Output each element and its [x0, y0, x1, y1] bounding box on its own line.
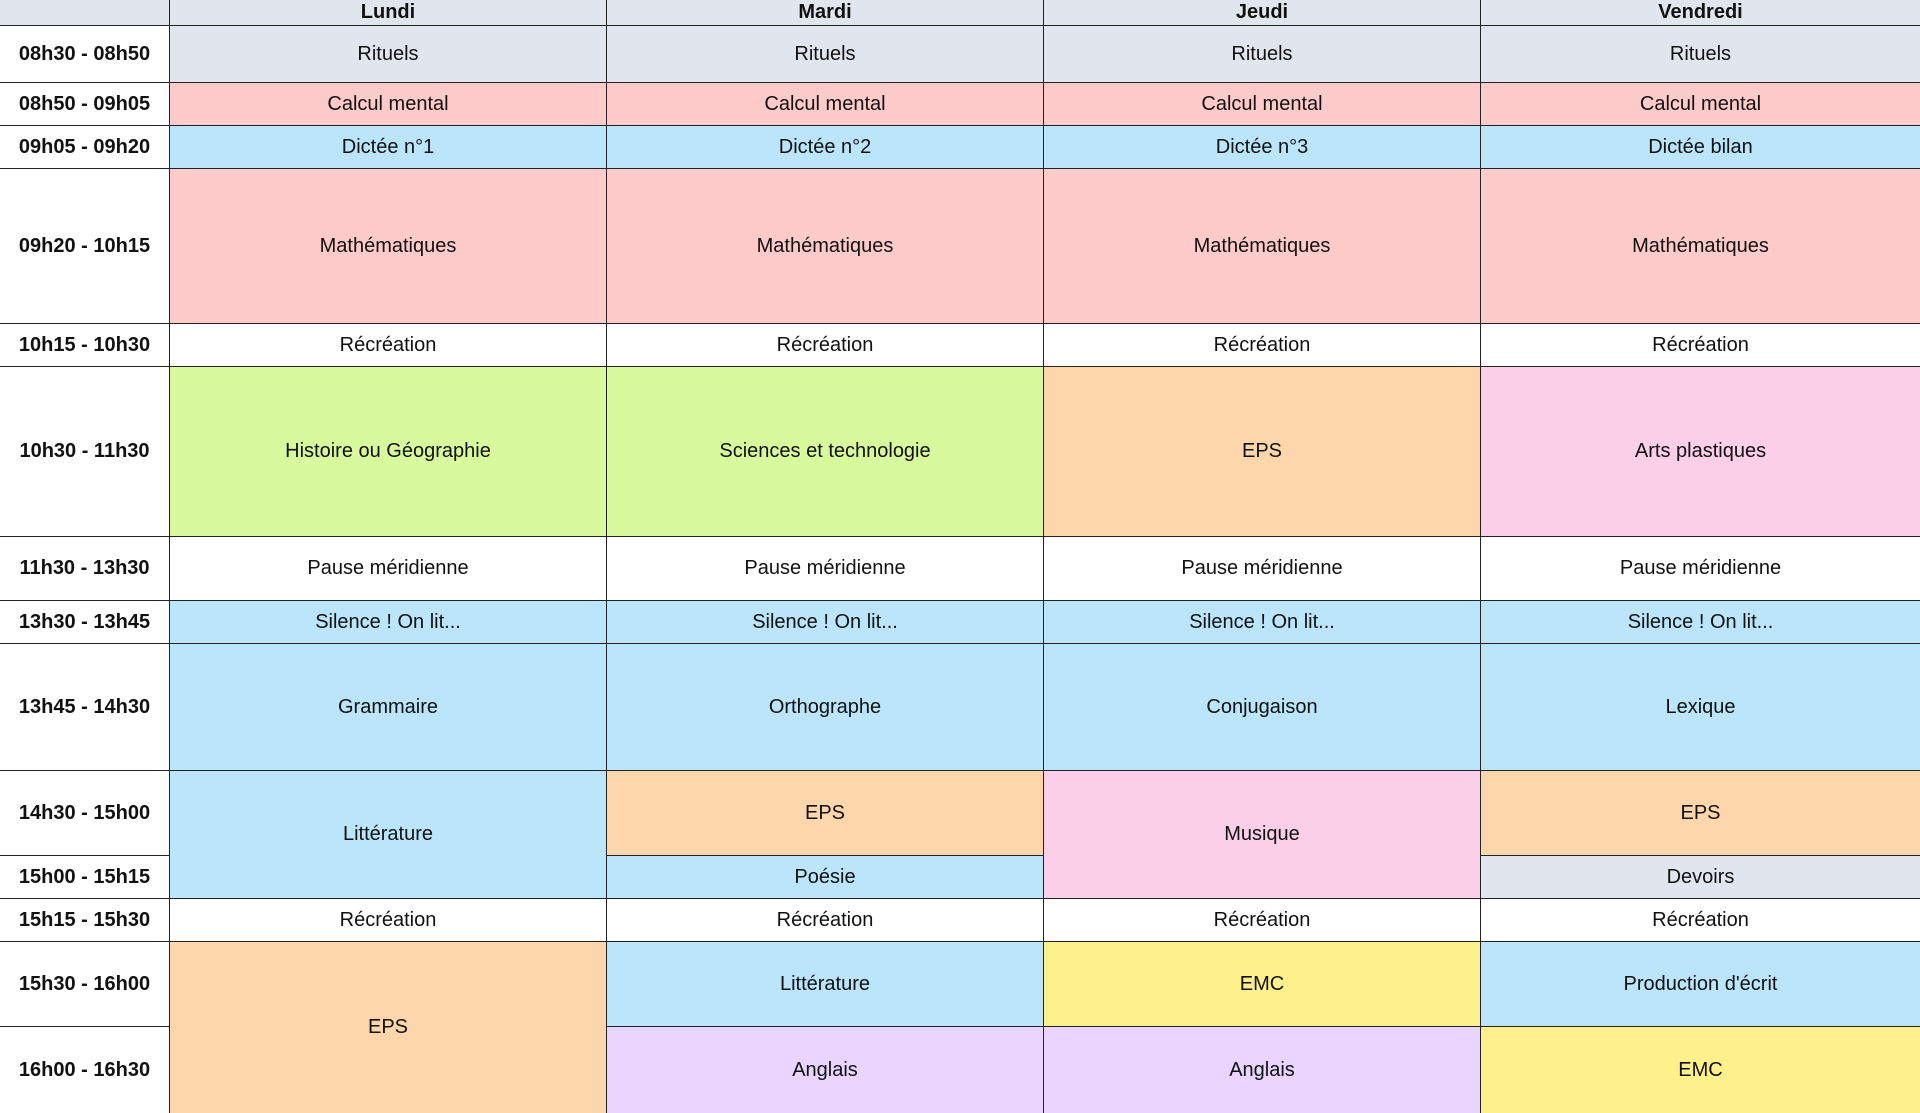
slot-rituels: Rituels	[170, 26, 607, 83]
slot-recreation: Récréation	[1044, 899, 1481, 942]
slot-emc: EMC	[1481, 1027, 1920, 1113]
slot-calcul-mental: Calcul mental	[170, 83, 607, 126]
day-header-mardi: Mardi	[607, 0, 1044, 26]
slot-rituels: Rituels	[1044, 26, 1481, 83]
time-label: 15h30 - 16h00	[0, 942, 170, 1027]
slot-pause-meridienne: Pause méridienne	[607, 537, 1044, 601]
time-label: 09h05 - 09h20	[0, 126, 170, 169]
slot-recreation: Récréation	[1481, 324, 1920, 367]
slot-dictee: Dictée n°3	[1044, 126, 1481, 169]
slot-silence-on-lit: Silence ! On lit...	[1481, 601, 1920, 644]
slot-pause-meridienne: Pause méridienne	[1481, 537, 1920, 601]
time-label: 15h15 - 15h30	[0, 899, 170, 942]
corner-cell	[0, 0, 170, 26]
slot-recreation: Récréation	[1481, 899, 1920, 942]
time-label: 09h20 - 10h15	[0, 169, 170, 324]
slot-eps: EPS	[607, 771, 1044, 856]
time-label: 11h30 - 13h30	[0, 537, 170, 601]
time-label: 10h30 - 11h30	[0, 367, 170, 537]
slot-eps: EPS	[170, 942, 607, 1113]
time-label: 13h45 - 14h30	[0, 644, 170, 771]
slot-musique: Musique	[1044, 771, 1481, 899]
slot-anglais: Anglais	[607, 1027, 1044, 1113]
slot-rituels: Rituels	[1481, 26, 1920, 83]
slot-production-ecrit: Production d'écrit	[1481, 942, 1920, 1027]
time-label: 08h50 - 09h05	[0, 83, 170, 126]
slot-poesie: Poésie	[607, 856, 1044, 899]
time-label: 08h30 - 08h50	[0, 26, 170, 83]
slot-arts-plastiques: Arts plastiques	[1481, 367, 1920, 537]
slot-silence-on-lit: Silence ! On lit...	[170, 601, 607, 644]
slot-histoire-geographie: Histoire ou Géographie	[170, 367, 607, 537]
slot-dictee: Dictée n°2	[607, 126, 1044, 169]
slot-anglais: Anglais	[1044, 1027, 1481, 1113]
slot-lexique: Lexique	[1481, 644, 1920, 771]
slot-pause-meridienne: Pause méridienne	[170, 537, 607, 601]
slot-mathematiques: Mathématiques	[170, 169, 607, 324]
day-header-vendredi: Vendredi	[1481, 0, 1920, 26]
slot-devoirs: Devoirs	[1481, 856, 1920, 899]
slot-calcul-mental: Calcul mental	[1044, 83, 1481, 126]
slot-rituels: Rituels	[607, 26, 1044, 83]
slot-calcul-mental: Calcul mental	[1481, 83, 1920, 126]
time-label: 14h30 - 15h00	[0, 771, 170, 856]
time-label: 16h00 - 16h30	[0, 1027, 170, 1113]
slot-recreation: Récréation	[607, 899, 1044, 942]
slot-litterature: Littérature	[607, 942, 1044, 1027]
slot-litterature: Littérature	[170, 771, 607, 899]
time-label: 10h15 - 10h30	[0, 324, 170, 367]
slot-pause-meridienne: Pause méridienne	[1044, 537, 1481, 601]
slot-emc: EMC	[1044, 942, 1481, 1027]
slot-recreation: Récréation	[1044, 324, 1481, 367]
day-header-jeudi: Jeudi	[1044, 0, 1481, 26]
slot-dictee: Dictée n°1	[170, 126, 607, 169]
slot-mathematiques: Mathématiques	[1481, 169, 1920, 324]
day-header-lundi: Lundi	[170, 0, 607, 26]
time-label: 13h30 - 13h45	[0, 601, 170, 644]
slot-mathematiques: Mathématiques	[607, 169, 1044, 324]
slot-eps: EPS	[1044, 367, 1481, 537]
slot-recreation: Récréation	[607, 324, 1044, 367]
slot-calcul-mental: Calcul mental	[607, 83, 1044, 126]
slot-dictee-bilan: Dictée bilan	[1481, 126, 1920, 169]
slot-conjugaison: Conjugaison	[1044, 644, 1481, 771]
slot-recreation: Récréation	[170, 899, 607, 942]
slot-silence-on-lit: Silence ! On lit...	[607, 601, 1044, 644]
slot-mathematiques: Mathématiques	[1044, 169, 1481, 324]
slot-grammaire: Grammaire	[170, 644, 607, 771]
time-label: 15h00 - 15h15	[0, 856, 170, 899]
slot-eps: EPS	[1481, 771, 1920, 856]
slot-recreation: Récréation	[170, 324, 607, 367]
slot-silence-on-lit: Silence ! On lit...	[1044, 601, 1481, 644]
slot-sciences-technologie: Sciences et technologie	[607, 367, 1044, 537]
slot-orthographe: Orthographe	[607, 644, 1044, 771]
